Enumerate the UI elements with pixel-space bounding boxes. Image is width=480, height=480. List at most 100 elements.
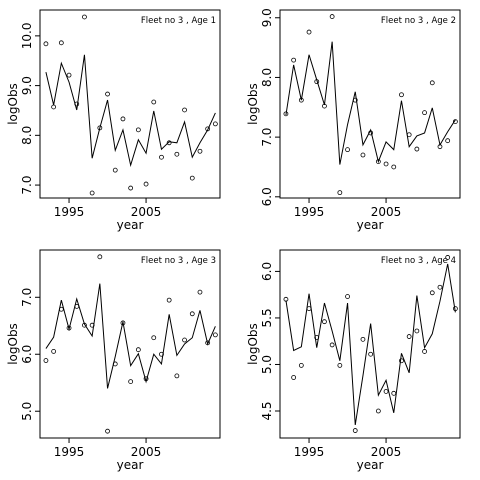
x-tick-label: 1995 — [294, 445, 325, 459]
observation-point — [189, 175, 195, 181]
observation-point — [143, 181, 149, 187]
observation-point — [51, 349, 57, 354]
x-tick-label: 2005 — [371, 445, 402, 459]
observation-point — [128, 379, 134, 385]
observation-point — [429, 290, 435, 296]
observation-point — [51, 104, 57, 110]
observation-point — [375, 408, 381, 414]
observation-point — [391, 390, 397, 396]
x-tick-label: 2005 — [371, 205, 402, 219]
observation-point — [205, 126, 211, 132]
y-tick-label: 5.0 — [20, 402, 34, 421]
observation-point — [58, 40, 64, 46]
x-tick-label: 1995 — [54, 445, 85, 459]
plot-frame — [279, 9, 461, 199]
observation-point — [345, 147, 350, 153]
fitted-line — [285, 263, 456, 426]
x-tick-label: 2005 — [131, 205, 162, 219]
observation-point — [322, 319, 327, 325]
observation-point — [414, 328, 420, 334]
observation-point — [82, 14, 87, 20]
observation-point — [212, 121, 218, 127]
y-tick-label: 6.0 — [260, 262, 274, 281]
panel-title: Fleet no 3 , Age 2 — [381, 16, 456, 26]
observation-point — [360, 152, 366, 158]
y-tick-label: 7.0 — [260, 128, 274, 147]
y-tick-label: 7.0 — [20, 288, 34, 307]
observation-point — [368, 351, 374, 357]
observation-point — [399, 92, 404, 98]
observation-point — [298, 363, 304, 368]
observation-point — [383, 389, 389, 394]
observation-point — [174, 151, 180, 157]
observation-point — [329, 342, 335, 348]
observation-point — [197, 289, 203, 295]
observation-point — [329, 14, 335, 19]
y-tick-label: 8.0 — [260, 68, 274, 87]
x-tick-label: 1995 — [294, 205, 325, 219]
observation-point — [43, 358, 49, 363]
observation-point — [429, 80, 435, 86]
observation-point — [360, 336, 366, 342]
y-axis-label: logObs — [246, 323, 260, 365]
observation-point — [306, 29, 312, 35]
observation-point — [105, 91, 110, 97]
x-axis-label: year — [117, 458, 144, 472]
x-tick-label: 2005 — [131, 445, 162, 459]
observation-point — [422, 110, 427, 116]
y-tick-label: 5.5 — [260, 308, 274, 327]
observation-point — [135, 347, 141, 353]
y-axis-label: logObs — [6, 323, 20, 365]
observation-point — [43, 41, 49, 47]
observation-point — [445, 255, 451, 260]
y-tick-label: 9.0 — [260, 8, 274, 27]
observation-point — [112, 167, 118, 173]
y-axis-label: logObs — [6, 83, 20, 125]
observation-point — [337, 190, 343, 196]
observation-point — [437, 284, 443, 290]
observation-point — [197, 148, 203, 154]
y-tick-label: 8.0 — [20, 126, 34, 145]
observation-point — [414, 146, 420, 152]
observation-point — [159, 154, 164, 160]
y-tick-label: 7.0 — [20, 176, 34, 195]
fitted-line — [285, 41, 456, 165]
fitted-line — [45, 283, 216, 389]
x-axis-label: year — [357, 458, 384, 472]
y-tick-label: 10.0 — [20, 23, 34, 50]
observation-point — [166, 297, 172, 303]
panel-title: Fleet no 3 , Age 4 — [381, 256, 456, 266]
observation-point — [406, 334, 412, 339]
y-tick-label: 6.0 — [20, 345, 34, 364]
observation-point — [135, 127, 141, 133]
observation-point — [182, 107, 187, 113]
observation-point — [212, 332, 218, 338]
observation-point — [166, 140, 172, 146]
observation-point — [337, 363, 343, 368]
x-axis-label: year — [117, 218, 144, 232]
y-tick-label: 6.0 — [260, 187, 274, 206]
panel-title: Fleet no 3 , Age 1 — [141, 16, 216, 26]
observation-point — [120, 116, 126, 122]
observation-point — [182, 337, 187, 343]
observation-point — [391, 164, 397, 170]
y-tick-label: 5.0 — [260, 355, 274, 374]
observation-point — [445, 138, 451, 144]
observation-point — [189, 311, 195, 317]
observation-point — [399, 358, 404, 364]
plot-frame — [279, 249, 461, 439]
observation-point — [452, 119, 458, 125]
observation-point — [105, 428, 110, 434]
observation-point — [151, 335, 157, 341]
x-tick-label: 1995 — [54, 205, 85, 219]
plot-frame — [39, 249, 221, 439]
observation-point — [174, 373, 180, 379]
y-axis-label: logObs — [246, 83, 260, 125]
x-axis-label: year — [357, 218, 384, 232]
fitted-line — [45, 54, 216, 168]
observation-point — [89, 190, 95, 196]
observation-point — [345, 294, 350, 299]
observation-point — [306, 306, 312, 312]
observation-point — [291, 57, 297, 63]
